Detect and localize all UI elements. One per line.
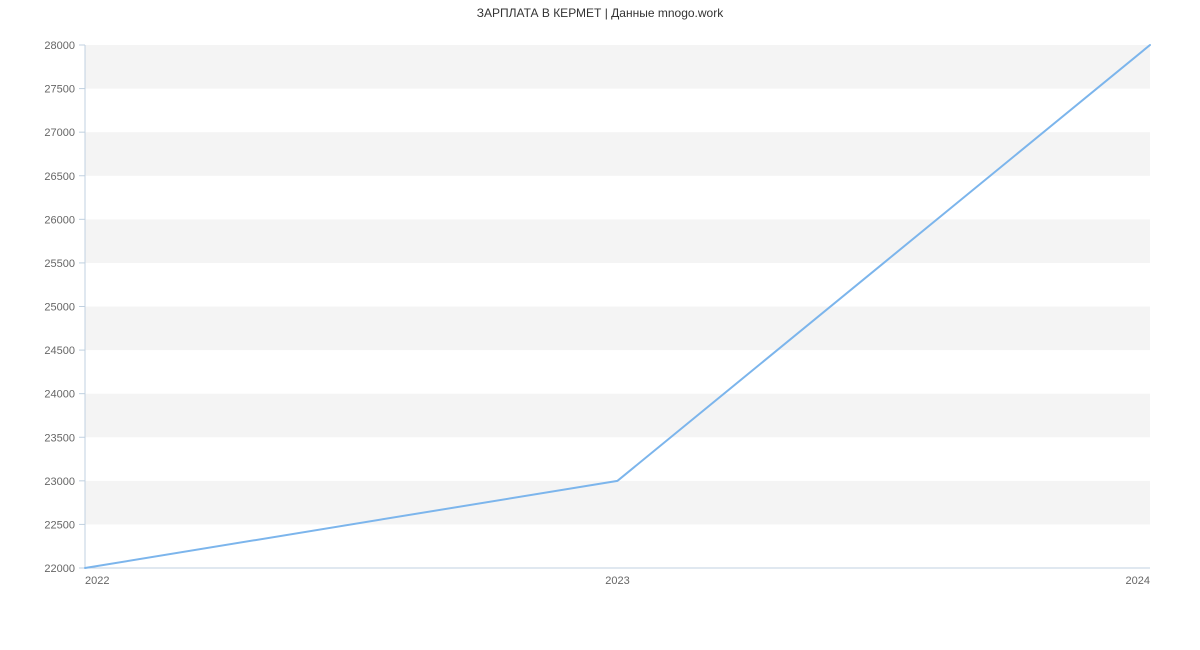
- y-tick-label: 26500: [44, 171, 75, 183]
- plot-band: [85, 263, 1150, 307]
- plot-band: [85, 45, 1150, 89]
- y-tick-label: 25000: [44, 302, 75, 314]
- y-tick-label: 22000: [44, 563, 75, 575]
- plot-band: [85, 219, 1150, 263]
- y-tick-label: 22500: [44, 519, 75, 531]
- y-tick-label: 23000: [44, 476, 75, 488]
- y-tick-label: 26000: [44, 214, 75, 226]
- y-tick-label: 28000: [44, 40, 75, 52]
- y-tick-label: 27000: [44, 127, 75, 139]
- plot-band: [85, 481, 1150, 525]
- plot-band: [85, 132, 1150, 176]
- plot-band: [85, 394, 1150, 438]
- plot-band: [85, 350, 1150, 394]
- plot-band: [85, 176, 1150, 220]
- y-tick-label: 24000: [44, 389, 75, 401]
- chart-svg: 22000 22500 23000 23500 24000 24500 25000 25500…: [0, 0, 1200, 650]
- x-tick-label: 2022: [85, 575, 109, 587]
- x-tick-label: 2024: [1126, 575, 1150, 587]
- plot-band: [85, 524, 1150, 568]
- plot-band: [85, 89, 1150, 133]
- y-tick-label: 27500: [44, 84, 75, 96]
- x-tick-label: 2023: [605, 575, 629, 587]
- plot-band: [85, 307, 1150, 351]
- chart-title: ЗАРПЛАТА В КЕРМЕТ | Данные mnogo.work: [0, 6, 1200, 20]
- y-tick-label: 25500: [44, 258, 75, 270]
- y-tick-label: 23500: [44, 432, 75, 444]
- y-tick-label: 24500: [44, 345, 75, 357]
- plot-band: [85, 437, 1150, 481]
- salary-line-chart: ЗАРПЛАТА В КЕРМЕТ | Данные mnogo.work 22…: [0, 0, 1200, 650]
